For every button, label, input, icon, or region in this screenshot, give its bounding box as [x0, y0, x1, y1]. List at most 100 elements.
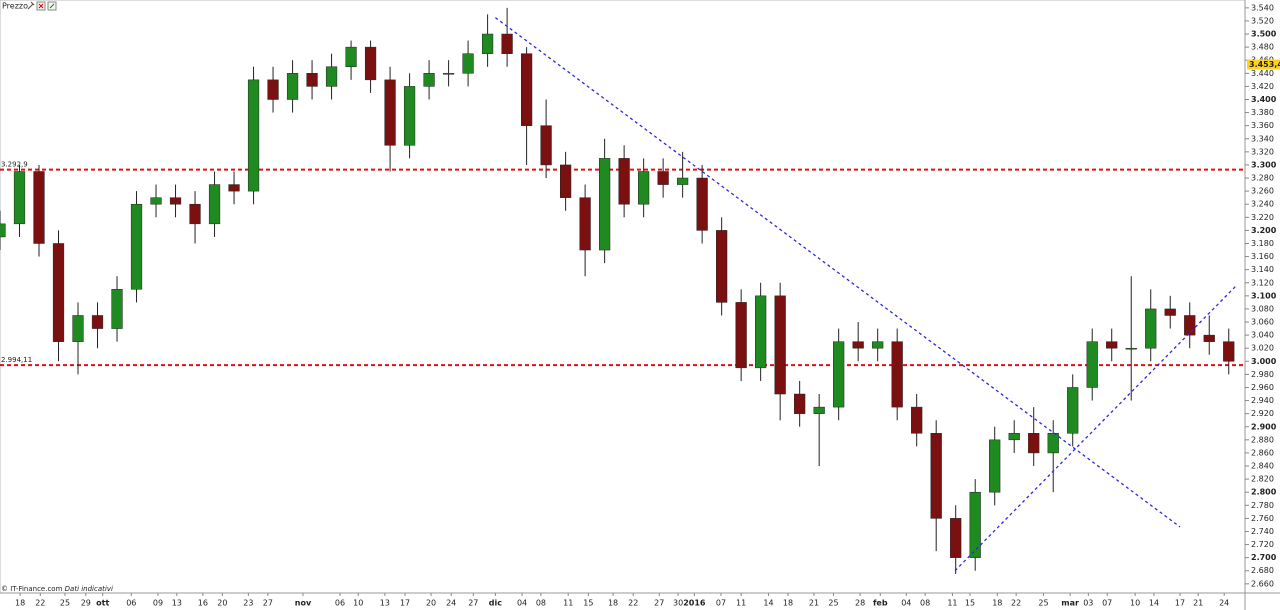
candle-body: [657, 171, 669, 185]
x-tick-label: dic: [489, 599, 502, 608]
expand-glyph: [49, 3, 55, 9]
candle-body: [1106, 341, 1118, 349]
y-tick-label: 3.280: [1251, 174, 1274, 183]
candle-body: [33, 171, 45, 244]
x-tick-label: 24: [1219, 599, 1229, 608]
x-tick-label: 17: [400, 599, 410, 608]
candle-body: [891, 341, 903, 408]
candle-body: [1086, 341, 1098, 388]
y-tick-label: 3.200: [1251, 226, 1277, 235]
y-tick-label: 3.480: [1251, 43, 1274, 52]
x-tick-label: 08: [536, 599, 546, 608]
x-tick-label: 24: [446, 599, 456, 608]
candle-body: [501, 33, 513, 54]
y-tick-label: 3.220: [1251, 213, 1274, 222]
candle-body: [286, 73, 299, 100]
x-tick-label: 17: [1175, 599, 1185, 608]
candle-body: [111, 289, 123, 329]
candle-body: [91, 315, 104, 329]
candle-body: [267, 79, 279, 100]
x-tick-label: 25: [828, 599, 838, 608]
x-tick-label: 13: [380, 599, 390, 608]
y-tick-label: 2.740: [1251, 527, 1274, 536]
y-tick-label: 2.940: [1251, 396, 1274, 405]
y-tick-label: 2.660: [1251, 579, 1274, 588]
candle-body: [930, 433, 942, 519]
candle-body: [716, 230, 728, 303]
x-tick-label: 15: [583, 599, 593, 608]
level-label: 2.994,11: [1, 356, 32, 364]
y-tick-label: 3.140: [1251, 265, 1274, 274]
y-tick-label: 2.860: [1251, 448, 1274, 457]
candle-body: [52, 243, 65, 342]
candle-body: [540, 125, 552, 166]
y-tick-label: 3.440: [1251, 69, 1274, 78]
x-tick-label: 10: [1130, 599, 1140, 608]
y-tick-label: 2.800: [1251, 488, 1277, 497]
y-tick-label: 2.720: [1251, 540, 1274, 549]
candle-body: [1047, 433, 1059, 454]
x-tick-label: 11: [563, 599, 573, 608]
y-tick-label: 2.900: [1251, 422, 1277, 431]
x-tick-label: ott: [96, 599, 109, 608]
x-tick-label: 09: [153, 599, 163, 608]
footer-source: © IT-Finance.com: [1, 585, 63, 593]
candle-body: [325, 66, 338, 87]
x-tick-label: 27: [654, 599, 664, 608]
candle-body: [462, 53, 474, 74]
candle-body: [833, 341, 845, 408]
x-tick-label: 18: [992, 599, 1002, 608]
y-tick-label: 3.120: [1251, 278, 1274, 287]
candle-body: [911, 406, 923, 434]
x-tick-label: 18: [783, 599, 793, 608]
candle-body: [228, 184, 240, 192]
candle-body: [774, 295, 786, 395]
x-tick-label: nov: [295, 599, 312, 608]
x-tick-label: 07: [1102, 599, 1112, 608]
candle-body: [208, 184, 221, 225]
x-tick-label: mar: [1061, 599, 1079, 608]
y-tick-label: 2.980: [1251, 370, 1274, 379]
y-tick-label: 2.960: [1251, 383, 1274, 392]
y-tick-label: 3.000: [1251, 357, 1277, 366]
candle-body: [677, 177, 689, 185]
y-tick-label: 2.760: [1251, 514, 1274, 523]
footer: © IT-Finance.com Dati indicativi: [1, 585, 113, 593]
x-tick-label: 27: [263, 599, 273, 608]
settings-icon[interactable]: [27, 1, 35, 10]
y-tick-label: 3.380: [1251, 108, 1274, 117]
x-tick-label: 22: [628, 599, 638, 608]
candle-body: [13, 171, 26, 225]
x-tick-label: 27: [468, 599, 478, 608]
x-tick-label: 04: [517, 599, 527, 608]
candle-body: [481, 33, 494, 54]
candle-body: [1008, 433, 1020, 441]
candle-body: [169, 197, 182, 205]
candle-body: [520, 53, 533, 126]
candle-body: [735, 302, 747, 369]
x-tick-label: 28: [855, 599, 865, 608]
last-price-box: [1247, 59, 1280, 70]
candle-body: [423, 73, 435, 87]
y-tick-label: 2.700: [1251, 553, 1277, 562]
candle-body: [247, 79, 260, 192]
toolbar-icons[interactable]: [27, 1, 57, 11]
x-tick-label: 04: [901, 599, 911, 608]
y-tick-label: 3.260: [1251, 187, 1274, 196]
x-tick-label: 25: [60, 599, 70, 608]
trendline: [954, 286, 1236, 572]
candle-body: [1223, 341, 1235, 362]
candle-body: [1125, 347, 1137, 350]
candle-body: [1164, 308, 1176, 316]
x-tick-label: 06: [126, 599, 136, 608]
y-tick-label: 3.080: [1251, 304, 1274, 313]
candle-body: [364, 46, 377, 81]
x-tick-label: 15: [965, 599, 975, 608]
candle-body: [579, 197, 591, 251]
y-tick-label: 2.820: [1251, 475, 1274, 484]
y-tick-label: 3.040: [1251, 331, 1274, 340]
y-tick-label: 3.360: [1251, 121, 1274, 130]
y-tick-label: 3.020: [1251, 344, 1274, 353]
y-tick-label: 2.680: [1251, 566, 1274, 575]
